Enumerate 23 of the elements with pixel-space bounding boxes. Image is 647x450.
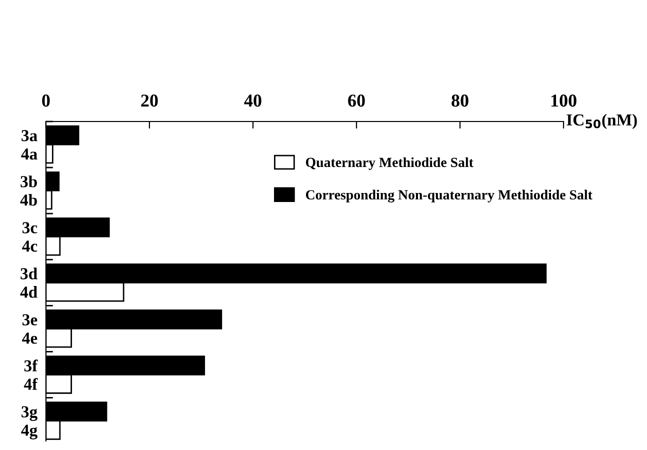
y-tick-label: 4f [24,378,38,390]
y-tick-label: 3d [20,268,38,280]
x-tick-label: 60 [348,94,365,107]
y-tick-label: 4g [21,424,38,440]
x-tick-label: 40 [244,94,262,107]
y-tick-label: 4a [21,148,38,160]
x-tick-label: 80 [452,94,468,107]
x-tick-label: 20 [141,94,158,107]
y-tick-label: 3a [22,130,38,142]
x-axis-title: IC$_{50}$(nM) [566,114,637,129]
y-tick-label: 3f [24,360,38,372]
y-tick-label: 4c [22,240,38,252]
y-tick-label: 3b [20,176,37,188]
legend-label: Quaternary Methiodide Salt [306,157,474,170]
y-tick-label: 3e [22,314,38,326]
y-tick-label: 4b [20,194,37,206]
y-tick-label: 4d [20,286,38,298]
legend-label: Corresponding Non-quaternary Methiodide Salt [306,190,592,202]
x-tick-label: 100 [551,94,576,107]
y-tick-label: 4e [22,332,38,344]
x-tick-label: 0 [42,94,50,107]
y-tick-label: 3c [22,222,38,234]
y-tick-label: 3g [22,406,38,421]
